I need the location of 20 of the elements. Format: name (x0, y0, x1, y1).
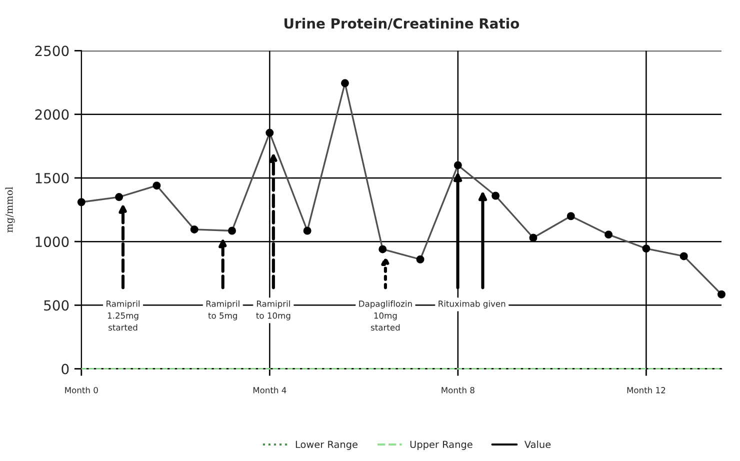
legend-label: Lower Range (296, 440, 358, 450)
legend-label: Upper Range (410, 440, 472, 450)
chart-title: Urine Protein/Creatinine Ratio (284, 18, 520, 30)
x-tick-label: Month 8 (442, 386, 474, 394)
annotation: Rituximab given (438, 300, 506, 308)
y-tick-label: 2000 (35, 109, 69, 120)
y-tick-label: 1000 (36, 236, 69, 248)
annotation: Dapagliflozin 10mg started (359, 300, 412, 331)
x-tick-label: Month 12 (627, 386, 666, 394)
y-tick-label: 0 (62, 364, 69, 374)
annotation: Ramipril 1.25mg started (106, 300, 140, 331)
annotation: Ramipril to 5mg (206, 300, 240, 320)
legend-label: Value (524, 440, 551, 448)
x-tick-label: Month 4 (253, 386, 286, 394)
y-tick-label: 500 (44, 300, 69, 311)
annotation: Ramipril to 10mg (256, 300, 290, 320)
y-tick-label: 2500 (35, 46, 69, 56)
y-tick-label: 1500 (36, 172, 69, 184)
y-axis-title: mg/mmol (5, 186, 15, 232)
x-tick-label: Month 0 (65, 386, 98, 394)
